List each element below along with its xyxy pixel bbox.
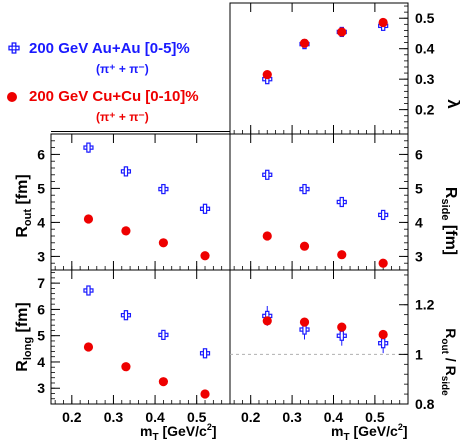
rout-auau-point-2 <box>158 183 169 195</box>
rout-cucu-point-2 <box>158 238 168 248</box>
ratio-cucu-point-1 <box>299 317 310 327</box>
rlong-xtick-label-1: 0.3 <box>104 409 124 425</box>
lambda-cucu-point-1 <box>299 38 310 48</box>
rside-cucu-point-3 <box>378 258 388 268</box>
rlong-cucu-point-3 <box>200 389 210 399</box>
rout-ytick-label-0: 3 <box>37 248 45 264</box>
ratio-auau-point-2 <box>336 330 347 341</box>
rlong-cucu-point-0 <box>83 342 94 352</box>
rlong-xtick-label-0: 0.2 <box>62 409 82 425</box>
rlong-cucu-point-2 <box>158 377 168 387</box>
rside-ytick-label-3: 6 <box>415 146 423 162</box>
rside-cucu-point-1 <box>299 241 310 251</box>
chart-marks: 0.2 0.3 0.4 0.5 3 4 5 6 3 4 5 6 3 4 5 6 7 0.2 0.3 0.4 0.5 0.8… <box>37 3 435 425</box>
rside-auau-point-2 <box>336 196 347 208</box>
rside-cucu-point-0 <box>262 231 272 241</box>
rlong-auau-point-3 <box>199 348 211 359</box>
legend-cucu-marker <box>7 92 17 102</box>
rout-cucu-point-1 <box>121 226 131 236</box>
ratio-ytick-label-1: 1 <box>415 346 423 362</box>
rlong-ytick-label-4: 7 <box>37 275 45 291</box>
ratio-xtick-label-2: 0.4 <box>324 409 344 425</box>
lambda-ytick-label-0: 0.2 <box>415 102 435 118</box>
rout-cucu-point-3 <box>200 251 210 261</box>
legend-cucu-sub: (π⁺ + π⁻) <box>96 110 149 124</box>
ratio-auau-point-1 <box>299 324 310 335</box>
rside-cucu-point-2 <box>337 250 347 260</box>
lambda-ytick-label-3: 0.5 <box>415 10 435 26</box>
ylabel-lambda: λ <box>444 99 460 109</box>
rlong-xtick-label-2: 0.4 <box>145 409 165 425</box>
rlong-auau-point-1 <box>120 310 132 321</box>
lambda-cucu-point-2 <box>337 27 347 37</box>
rlong-ytick-label-3: 6 <box>37 301 45 317</box>
xlabel-left: mT [GeV/c2] <box>140 422 217 443</box>
rlong-ytick-label-2: 5 <box>37 328 45 344</box>
legend-auau-label: 200 GeV Au+Au [0-5]% <box>29 40 190 57</box>
panel-rside-frame <box>229 133 409 271</box>
legend-auau-sub: (π⁺ + π⁻) <box>96 62 149 76</box>
rlong-auau-point-0 <box>83 285 94 296</box>
lambda-cucu-point-0 <box>262 69 272 80</box>
ratio-xtick-label-1: 0.3 <box>282 409 302 425</box>
rout-auau-point-3 <box>199 203 211 214</box>
ratio-ytick-label-2: 1.2 <box>415 297 435 313</box>
ratio-ytick-label-0: 0.8 <box>415 396 435 412</box>
rlong-auau-point-2 <box>158 329 169 340</box>
lambda-ytick-label-2: 0.4 <box>415 41 435 57</box>
legend: 200 GeV Au+Au [0-5]% (π⁺ + π⁻) 200 GeV C… <box>7 40 199 124</box>
ylabel-rout: Rout [fm] <box>14 174 34 237</box>
ratio-xtick-label-0: 0.2 <box>241 409 261 425</box>
rout-cucu-point-0 <box>83 214 94 224</box>
legend-cucu-label: 200 GeV Cu+Cu [0-10]% <box>29 88 199 105</box>
ratio-xtick-label-3: 0.5 <box>365 409 385 425</box>
ylabel-rside: Rside [fm] <box>439 187 459 255</box>
panel-ratio-frame <box>229 269 409 405</box>
lambda-cucu-point-3 <box>378 17 388 28</box>
rside-ytick-label-2: 5 <box>415 180 423 196</box>
legend-auau-marker <box>8 42 20 54</box>
rside-auau-point-0 <box>262 169 273 180</box>
ratio-cucu-point-0 <box>262 316 272 326</box>
rside-auau-point-3 <box>378 209 389 221</box>
panel-rlong-frame <box>50 269 231 405</box>
rlong-cucu-point-1 <box>121 362 131 372</box>
panel-rout-frame <box>50 133 231 271</box>
rside-ytick-label-1: 4 <box>415 214 423 230</box>
ratio-cucu-point-2 <box>337 322 347 332</box>
xlabel-right: mT [GeV/c2] <box>331 422 408 443</box>
lambda-ytick-label-1: 0.3 <box>415 71 435 87</box>
rlong-ytick-label-1: 4 <box>37 354 45 370</box>
rside-auau-point-1 <box>299 183 310 195</box>
rside-ytick-label-0: 3 <box>415 248 423 264</box>
ratio-auau-point-3 <box>378 338 389 349</box>
rout-ytick-label-1: 4 <box>37 214 45 230</box>
rout-ytick-label-2: 5 <box>37 180 45 196</box>
rlong-ytick-label-0: 3 <box>37 380 45 396</box>
rlong-xtick-label-3: 0.5 <box>187 409 207 425</box>
ylabel-ratio: Rout / Rside <box>439 328 459 396</box>
rout-auau-point-0 <box>83 142 94 153</box>
rout-ytick-label-3: 6 <box>37 146 45 162</box>
ratio-cucu-point-3 <box>378 329 388 340</box>
rout-auau-point-1 <box>120 166 132 177</box>
ylabel-rlong: Rlong [fm] <box>14 302 34 371</box>
